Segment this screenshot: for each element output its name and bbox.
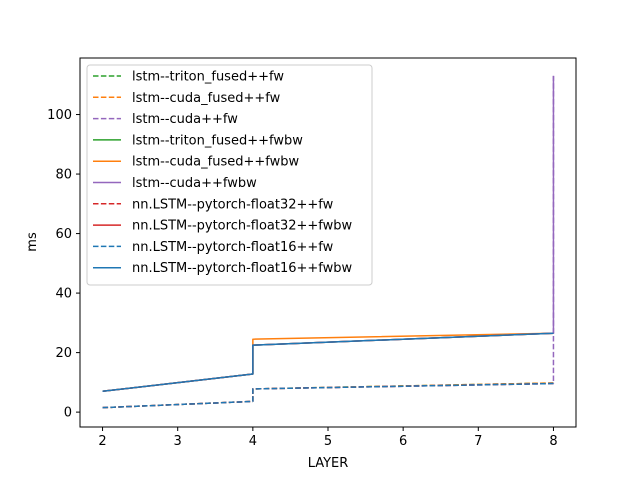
legend: lstm--triton_fused++fw lstm--cuda_fused++… <box>86 64 373 286</box>
x-tick-label: 5 <box>324 434 332 449</box>
legend-label: nn.LSTM--pytorch-float32++fwbw <box>132 219 353 234</box>
legend-box <box>86 64 373 286</box>
legend-label: nn.LSTM--pytorch-float32++fw <box>132 197 334 212</box>
x-tick-label: 3 <box>174 434 182 449</box>
x-tick-label: 6 <box>399 434 407 449</box>
series-layer <box>102 75 555 409</box>
series-line-9 <box>102 382 554 409</box>
x-tick-label: 8 <box>549 434 557 449</box>
y-tick-label: 20 <box>55 346 72 361</box>
y-tick-label: 80 <box>55 168 72 183</box>
legend-label: lstm--cuda++fwbw <box>132 176 257 191</box>
x-axis: 2 3 4 5 6 7 8 <box>98 427 558 449</box>
legend-label: lstm--triton_fused++fw <box>132 70 284 85</box>
y-tick-label: 0 <box>64 406 72 421</box>
legend-label: nn.LSTM--pytorch-float16++fw <box>132 240 334 255</box>
y-tick-label: 40 <box>55 287 72 302</box>
legend-label: lstm--cuda++fw <box>132 112 238 127</box>
legend-label: lstm--triton_fused++fwbw <box>132 133 303 148</box>
y-tick-label: 100 <box>47 108 72 123</box>
x-tick-label: 4 <box>249 434 257 449</box>
series-line-10 <box>102 332 554 393</box>
x-tick-label: 2 <box>98 434 106 449</box>
y-axis-label: ms <box>25 232 40 252</box>
x-axis-label: LAYER <box>308 456 349 471</box>
x-tick-label: 7 <box>474 434 482 449</box>
y-tick-label: 60 <box>55 227 72 242</box>
legend-label: nn.LSTM--pytorch-float16++fwbw <box>132 261 353 276</box>
y-axis: 0 20 40 60 80 100 <box>47 108 80 421</box>
legend-label: lstm--cuda_fused++fw <box>132 91 281 106</box>
legend-label: lstm--cuda_fused++fwbw <box>132 155 299 170</box>
